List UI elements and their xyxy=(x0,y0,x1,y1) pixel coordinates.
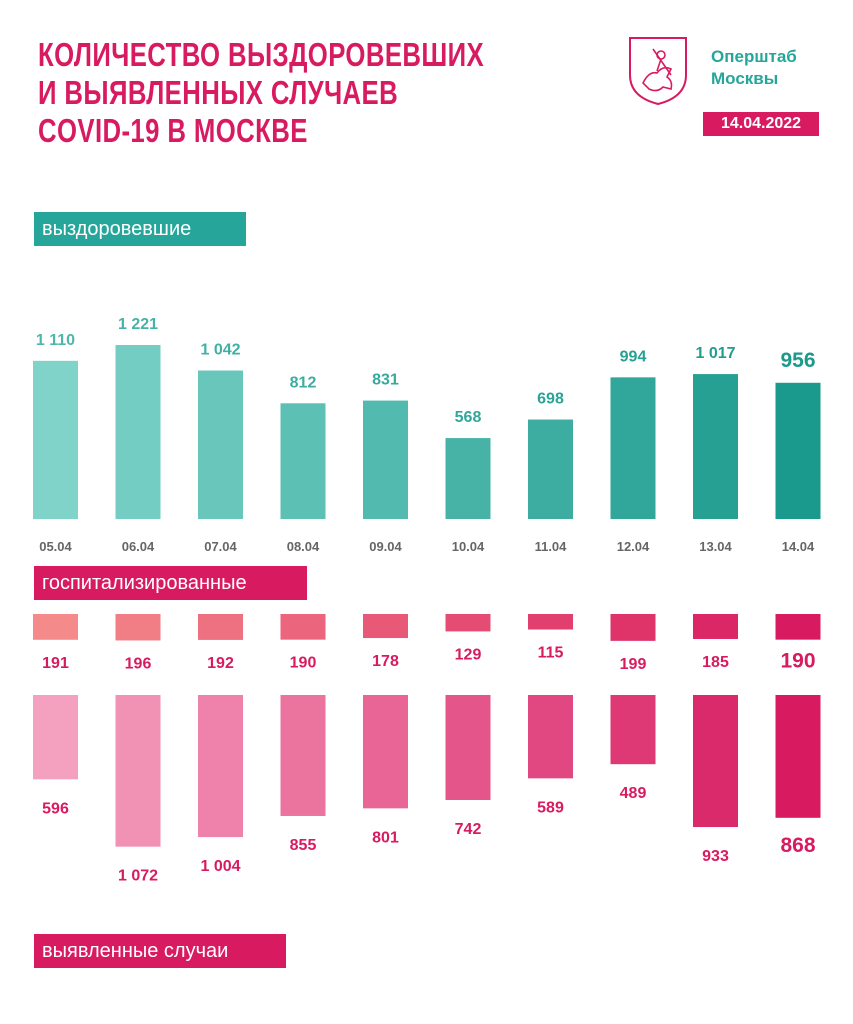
cases-value-label: 801 xyxy=(372,829,399,846)
hospitalized-bar xyxy=(528,614,573,630)
hospitalized-value-label: 192 xyxy=(207,655,234,672)
recovered-value-label: 1 017 xyxy=(695,345,735,362)
hospitalized-value-label: 129 xyxy=(455,646,482,663)
recovered-value-label: 1 042 xyxy=(200,342,240,359)
hospitalized-bar xyxy=(280,614,326,640)
moscow-coat-of-arms-icon xyxy=(629,37,687,106)
cases-bar xyxy=(363,695,408,809)
recovered-bar xyxy=(280,403,326,519)
recovered-bar xyxy=(610,377,656,519)
date-tick-label: 06.04 xyxy=(122,539,155,554)
date-tick-label: 07.04 xyxy=(204,539,237,554)
hospitalized-value-label: 190 xyxy=(780,650,815,673)
recovered-bar xyxy=(445,438,491,519)
hospitalized-value-label: 196 xyxy=(125,655,152,672)
date-tick-label: 09.04 xyxy=(369,539,402,554)
date-tick-label: 08.04 xyxy=(287,539,320,554)
hospitalized-bar xyxy=(33,614,78,640)
hospitalized-bar xyxy=(363,614,408,639)
recovered-bar xyxy=(528,419,573,519)
recovered-value-label: 568 xyxy=(455,409,482,426)
recovered-value-label: 698 xyxy=(537,391,564,408)
cases-value-label: 868 xyxy=(780,834,815,857)
title-line-3: COVID-19 В МОСКВЕ xyxy=(38,112,308,149)
cases-value-label: 489 xyxy=(620,785,647,802)
recovered-bar xyxy=(115,345,161,519)
date-tick-label: 14.04 xyxy=(782,539,815,554)
cases-bar xyxy=(693,695,738,828)
cases-value-label: 933 xyxy=(702,848,729,865)
date-badge: 14.04.2022 xyxy=(703,112,819,136)
recovered-value-label: 1 110 xyxy=(36,332,75,349)
hospitalized-value-label: 185 xyxy=(702,654,729,671)
title-line-2: И ВЫЯВЛЕННЫХ СЛУЧАЕВ xyxy=(38,74,399,111)
brand-name: Оперштаб Москвы xyxy=(711,46,797,90)
date-tick-label: 05.04 xyxy=(39,539,72,554)
cases-value-label: 1 072 xyxy=(118,868,158,885)
brand-line-2: Москвы xyxy=(711,69,779,88)
hospitalized-value-label: 199 xyxy=(620,656,647,673)
cases-bar xyxy=(115,695,161,847)
recovered-value-label: 956 xyxy=(780,349,815,372)
cases-section-label: выявленные случаи xyxy=(34,934,286,968)
date-tick-label: 11.04 xyxy=(535,539,568,554)
recovered-value-label: 994 xyxy=(620,348,647,365)
cases-bar xyxy=(198,695,243,838)
cases-value-label: 742 xyxy=(455,821,482,838)
cases-value-label: 1 004 xyxy=(200,858,240,875)
cases-value-label: 855 xyxy=(290,837,317,854)
date-tick-label: 10.04 xyxy=(452,539,485,554)
date-tick-label: 12.04 xyxy=(617,539,650,554)
recovered-value-label: 1 221 xyxy=(118,316,158,333)
hospitalized-value-label: 178 xyxy=(372,653,399,670)
recovered-bar xyxy=(363,400,408,519)
recovered-bar xyxy=(198,370,243,519)
recovered-bar xyxy=(693,374,738,519)
cases-bar xyxy=(528,695,573,779)
hospitalized-bar xyxy=(445,614,491,632)
page-title: КОЛИЧЕСТВО ВЫЗДОРОВЕВШИХ И ВЫЯВЛЕННЫХ СЛ… xyxy=(38,36,484,150)
cases-value-label: 589 xyxy=(537,799,564,816)
cases-bar xyxy=(445,695,491,800)
cases-bar xyxy=(280,695,326,816)
hospitalized-bar xyxy=(693,614,738,639)
hospitalized-value-label: 191 xyxy=(42,655,69,672)
hospitalized-bar xyxy=(115,614,161,641)
recovered-value-label: 831 xyxy=(372,372,399,389)
date-tick-label: 13.04 xyxy=(699,539,732,554)
hospitalized-section-label: госпитализированные xyxy=(34,566,307,600)
recovered-bar xyxy=(775,382,821,519)
hospitalized-value-label: 190 xyxy=(290,655,317,672)
brand-line-1: Оперштаб xyxy=(711,47,797,66)
recovered-value-label: 812 xyxy=(290,374,317,391)
cases-bar xyxy=(610,695,656,765)
recovered-bar xyxy=(33,360,78,519)
hospitalized-bar xyxy=(775,614,821,640)
hospitalized-bar xyxy=(610,614,656,641)
recovered-section-label: выздоровевшие xyxy=(34,212,246,246)
title-line-1: КОЛИЧЕСТВО ВЫЗДОРОВЕВШИХ xyxy=(38,36,485,73)
cases-value-label: 596 xyxy=(42,800,69,817)
hospitalized-value-label: 115 xyxy=(538,645,564,662)
cases-bar xyxy=(775,695,821,818)
hospitalized-bar xyxy=(198,614,243,640)
cases-bar xyxy=(33,695,78,780)
